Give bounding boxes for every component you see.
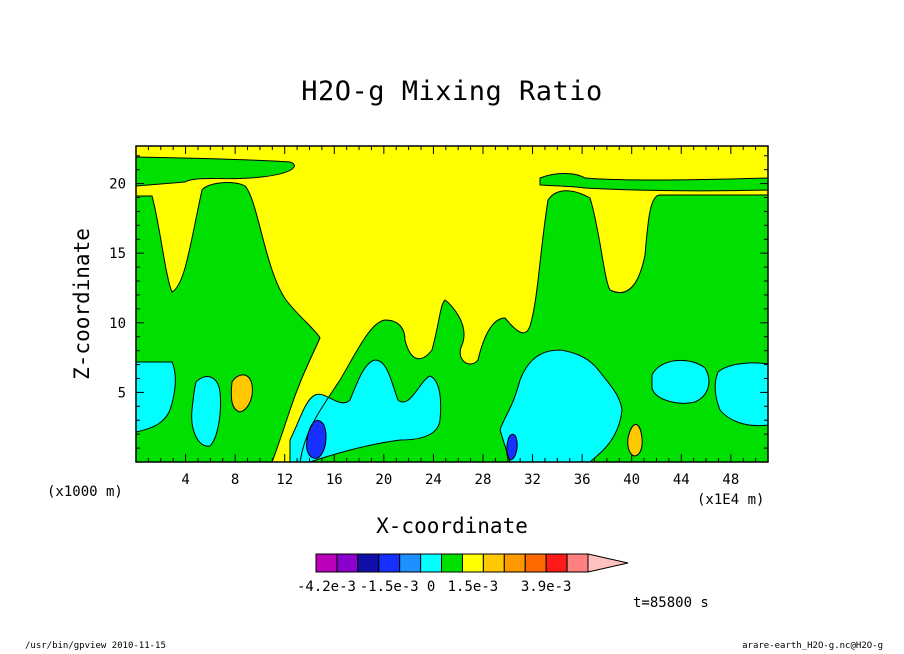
x-unit-note: (x1000 m) — [47, 484, 123, 500]
x-tick-label: 8 — [231, 472, 239, 488]
x-tick-label: 48 — [722, 472, 739, 488]
cyan-region-far-right-1 — [652, 360, 709, 404]
y-tick-label: 5 — [118, 385, 126, 401]
cyan-region-far-right-2-contour-line — [714, 362, 768, 427]
cyan-region-far-right-2 — [715, 362, 768, 426]
colorbar-swatch — [336, 553, 359, 573]
cyan-region-left-2 — [191, 376, 221, 447]
cyan-region-far-right-1-contour-line — [651, 359, 710, 404]
orange-blob-40 — [627, 424, 643, 456]
center-green-lobes-contour-line — [299, 190, 768, 462]
cyan-region-left — [136, 362, 176, 432]
colorbar-swatch — [441, 553, 463, 573]
colorbar-swatch — [399, 553, 422, 573]
footer-source-file: arare-earth_H2O-g.nc@H2O-g — [742, 641, 883, 651]
left-green-plume — [136, 182, 320, 462]
orange-blob-8-contour-line — [230, 374, 253, 413]
colorbar-swatch — [461, 553, 484, 573]
colorbar-swatch — [315, 553, 338, 573]
left-green-plume-contour-line — [136, 182, 321, 462]
time-label: t=85800 s — [633, 595, 709, 611]
y-tick-label: 10 — [109, 316, 126, 332]
orange-blob-8 — [231, 374, 253, 412]
blue-core-30 — [506, 434, 518, 460]
y-tick-label: 20 — [109, 177, 126, 193]
upper-green-band-contour-line — [136, 156, 295, 187]
x-tick-label: 44 — [673, 472, 690, 488]
x-tick-label: 20 — [375, 472, 392, 488]
x-scale-note: (x1E4 m) — [697, 492, 765, 508]
footer-program-date: /usr/bin/gpview 2010-11-15 — [25, 641, 166, 651]
orange-blob-40-contour-line — [627, 424, 643, 457]
cyan-region-left-contour-line — [136, 361, 176, 433]
colorbar-swatch — [357, 553, 380, 573]
chart-title: H2O-g Mixing Ratio — [301, 76, 603, 107]
x-tick-label: 24 — [425, 472, 442, 488]
cyan-region-left-2-contour-line — [191, 376, 221, 447]
y-tick-label: 15 — [109, 246, 126, 262]
x-tick-label: 28 — [475, 472, 492, 488]
colorbar-tick-label: 0 — [427, 579, 435, 595]
x-tick-label: 4 — [181, 472, 189, 488]
colorbar-tick-label: 1.5e-3 — [448, 579, 499, 595]
colorbar-swatch — [524, 553, 547, 573]
colorbar-swatch — [566, 553, 589, 573]
cyan-region-center — [290, 360, 441, 462]
blue-core-15-contour-line — [306, 420, 327, 459]
colorbar-swatch — [378, 553, 401, 573]
x-tick-label: 12 — [276, 472, 293, 488]
cyan-region-right-contour-line — [499, 349, 623, 462]
cyan-region-right — [500, 350, 622, 462]
upper-green-band — [136, 157, 295, 186]
x-tick-label: 36 — [574, 472, 591, 488]
colorbar-tick-label: -4.2e-3 — [297, 579, 356, 595]
x-tick-label: 40 — [623, 472, 640, 488]
colorbar-extension-arrow — [587, 553, 629, 573]
blue-core-30-contour-line — [506, 433, 518, 461]
colorbar-tick-label: -1.5e-3 — [360, 579, 419, 595]
upper-green-band-right-contour-line — [539, 173, 768, 192]
colorbar-swatch — [482, 553, 505, 573]
colorbar-tick-label: 3.9e-3 — [521, 579, 572, 595]
blue-core-15 — [306, 420, 326, 459]
x-axis-label: X-coordinate — [376, 514, 528, 538]
colorbar-swatch — [503, 553, 526, 573]
upper-green-band-right — [540, 173, 768, 191]
x-tick-label: 16 — [326, 472, 343, 488]
cyan-region-center-contour-line — [289, 359, 442, 462]
plot-frame — [135, 145, 769, 463]
colorbar-swatch — [420, 553, 443, 573]
colorbar: -4.2e-3 -1.5e-3 0 1.5e-3 3.9e-3 — [297, 553, 629, 595]
colorbar-swatch — [545, 553, 568, 573]
x-tick-label: 32 — [524, 472, 541, 488]
